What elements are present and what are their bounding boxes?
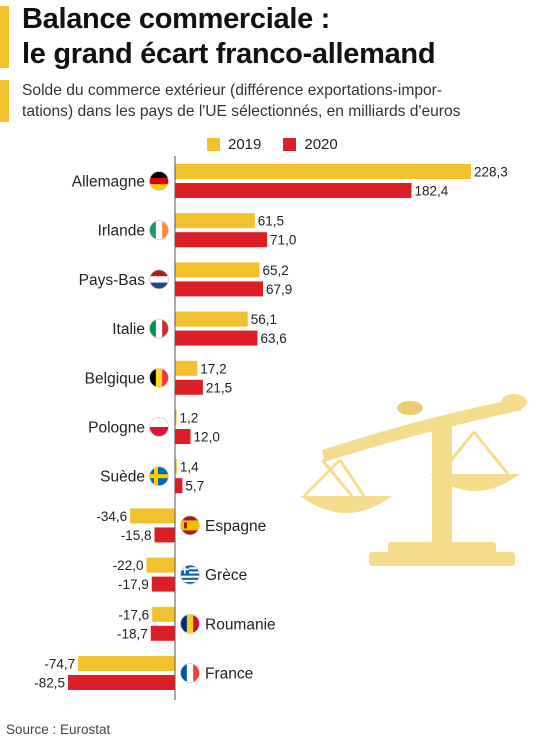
category-label: Belgique [85, 370, 145, 387]
title-line-1: Balance commerciale : [22, 3, 331, 35]
category-label: Grèce [205, 567, 247, 584]
legend-item-2020: 2020 [283, 136, 338, 153]
data-label-2019: 56,1 [251, 312, 277, 327]
flag-poland-icon [149, 417, 169, 437]
subtitle-line-1: Solde du commerce extérieur (différence … [22, 82, 443, 99]
bar-2020 [150, 625, 175, 641]
data-label-2020: 5,7 [185, 479, 204, 494]
legend-swatch-2019 [207, 138, 220, 151]
bar-2020 [175, 429, 191, 444]
category-label: Espagne [205, 518, 266, 535]
flag-france-icon [180, 663, 200, 683]
category-label: France [205, 666, 253, 683]
scale-beam-end [501, 394, 527, 410]
bar-2020 [68, 675, 175, 690]
bar-2020 [175, 232, 268, 248]
flag-netherlands-icon [149, 269, 169, 290]
data-label-2020: 71,0 [270, 233, 296, 248]
category-label: Pays-Bas [79, 272, 146, 289]
title-accent-bar [0, 6, 9, 68]
data-label-2019: -17,6 [118, 607, 149, 622]
scale-beam [322, 398, 522, 462]
bar-2019 [152, 606, 175, 622]
flag-germany-icon [149, 171, 169, 191]
bar-2019 [175, 262, 260, 278]
chart-subtitle: Solde du commerce extérieur (différence … [22, 80, 537, 122]
flag-greece-icon [180, 564, 200, 585]
legend-label-2020: 2020 [304, 136, 338, 153]
scale-pillar [432, 420, 452, 544]
data-label-2019: 1,4 [180, 460, 199, 475]
data-label-2020: -17,9 [118, 577, 149, 592]
data-label-2019: -34,6 [96, 509, 127, 524]
scale-knob [397, 401, 423, 415]
flag-sweden-icon [149, 466, 169, 487]
data-label-2020: 12,0 [194, 430, 220, 445]
category-label: Irlande [98, 223, 145, 240]
scale-left-pan [300, 496, 392, 513]
bar-2020 [175, 379, 203, 395]
data-label-2019: 1,2 [180, 411, 199, 426]
data-label-2019: 65,2 [263, 263, 289, 278]
subtitle-line-2: tations) dans les pays de l'UE sélection… [22, 103, 461, 120]
data-label-2020: -18,7 [117, 626, 148, 641]
category-label: Roumanie [205, 616, 276, 633]
scale-base [369, 552, 515, 566]
legend-swatch-2020 [283, 138, 297, 151]
data-label-2020: 67,9 [266, 282, 292, 297]
bar-2019 [175, 164, 471, 179]
bar-2019 [175, 410, 177, 425]
flag-italy-icon [149, 318, 169, 339]
bar-2020 [175, 478, 183, 494]
scale-base-top [388, 542, 496, 554]
legend-item-2019: 2019 [207, 136, 261, 153]
subtitle-accent-bar [0, 80, 9, 122]
legend-label-2019: 2019 [228, 136, 262, 153]
data-label-2020: 21,5 [206, 380, 232, 395]
bar-2020 [175, 281, 264, 297]
data-label-2019: -74,7 [44, 657, 75, 672]
bar-2019 [175, 360, 198, 376]
category-label: Italie [112, 321, 145, 338]
bar-2020 [175, 183, 412, 198]
bar-2019 [146, 557, 175, 573]
category-label: Allemagne [72, 174, 145, 191]
bar-2019 [78, 656, 175, 671]
scale-left-cords [302, 458, 366, 498]
source-note: Source : Eurostat [6, 722, 111, 737]
bar-2019 [175, 213, 255, 229]
bar-2020 [175, 330, 258, 346]
flag-ireland-icon [149, 220, 169, 241]
flag-belgium-icon [149, 367, 169, 388]
bar-2020 [154, 527, 175, 543]
flag-spain-icon [180, 515, 200, 536]
bar-2019 [175, 459, 177, 475]
chart-legend: 2019 2020 [207, 136, 360, 153]
data-label-2019: 17,2 [200, 361, 226, 376]
bar-2019 [175, 311, 248, 327]
category-label: Suède [100, 469, 145, 486]
data-label-2019: -22,0 [113, 558, 144, 573]
bar-2019 [130, 508, 175, 524]
bar-2020 [151, 576, 175, 592]
category-label: Pologne [88, 420, 145, 437]
bar-chart: 228,3 182,4 Allemagne 61,5 71,0 Irlande 65,2 67… [34, 156, 527, 700]
scale-right-cords [438, 431, 510, 475]
data-label-2020: 63,6 [260, 331, 286, 346]
data-label-2020: -15,8 [121, 528, 152, 543]
scale-right-pan [430, 474, 520, 491]
chart-title: Balance commerciale : le grand écart fra… [22, 2, 537, 72]
balance-scale-icon [300, 394, 527, 566]
data-label-2020: -82,5 [34, 676, 65, 691]
data-label-2020: 182,4 [414, 184, 448, 199]
title-line-2: le grand écart franco-allemand [22, 38, 436, 70]
data-label-2019: 61,5 [258, 214, 284, 229]
data-label-2019: 228,3 [474, 165, 508, 180]
flag-romania-icon [180, 613, 200, 634]
